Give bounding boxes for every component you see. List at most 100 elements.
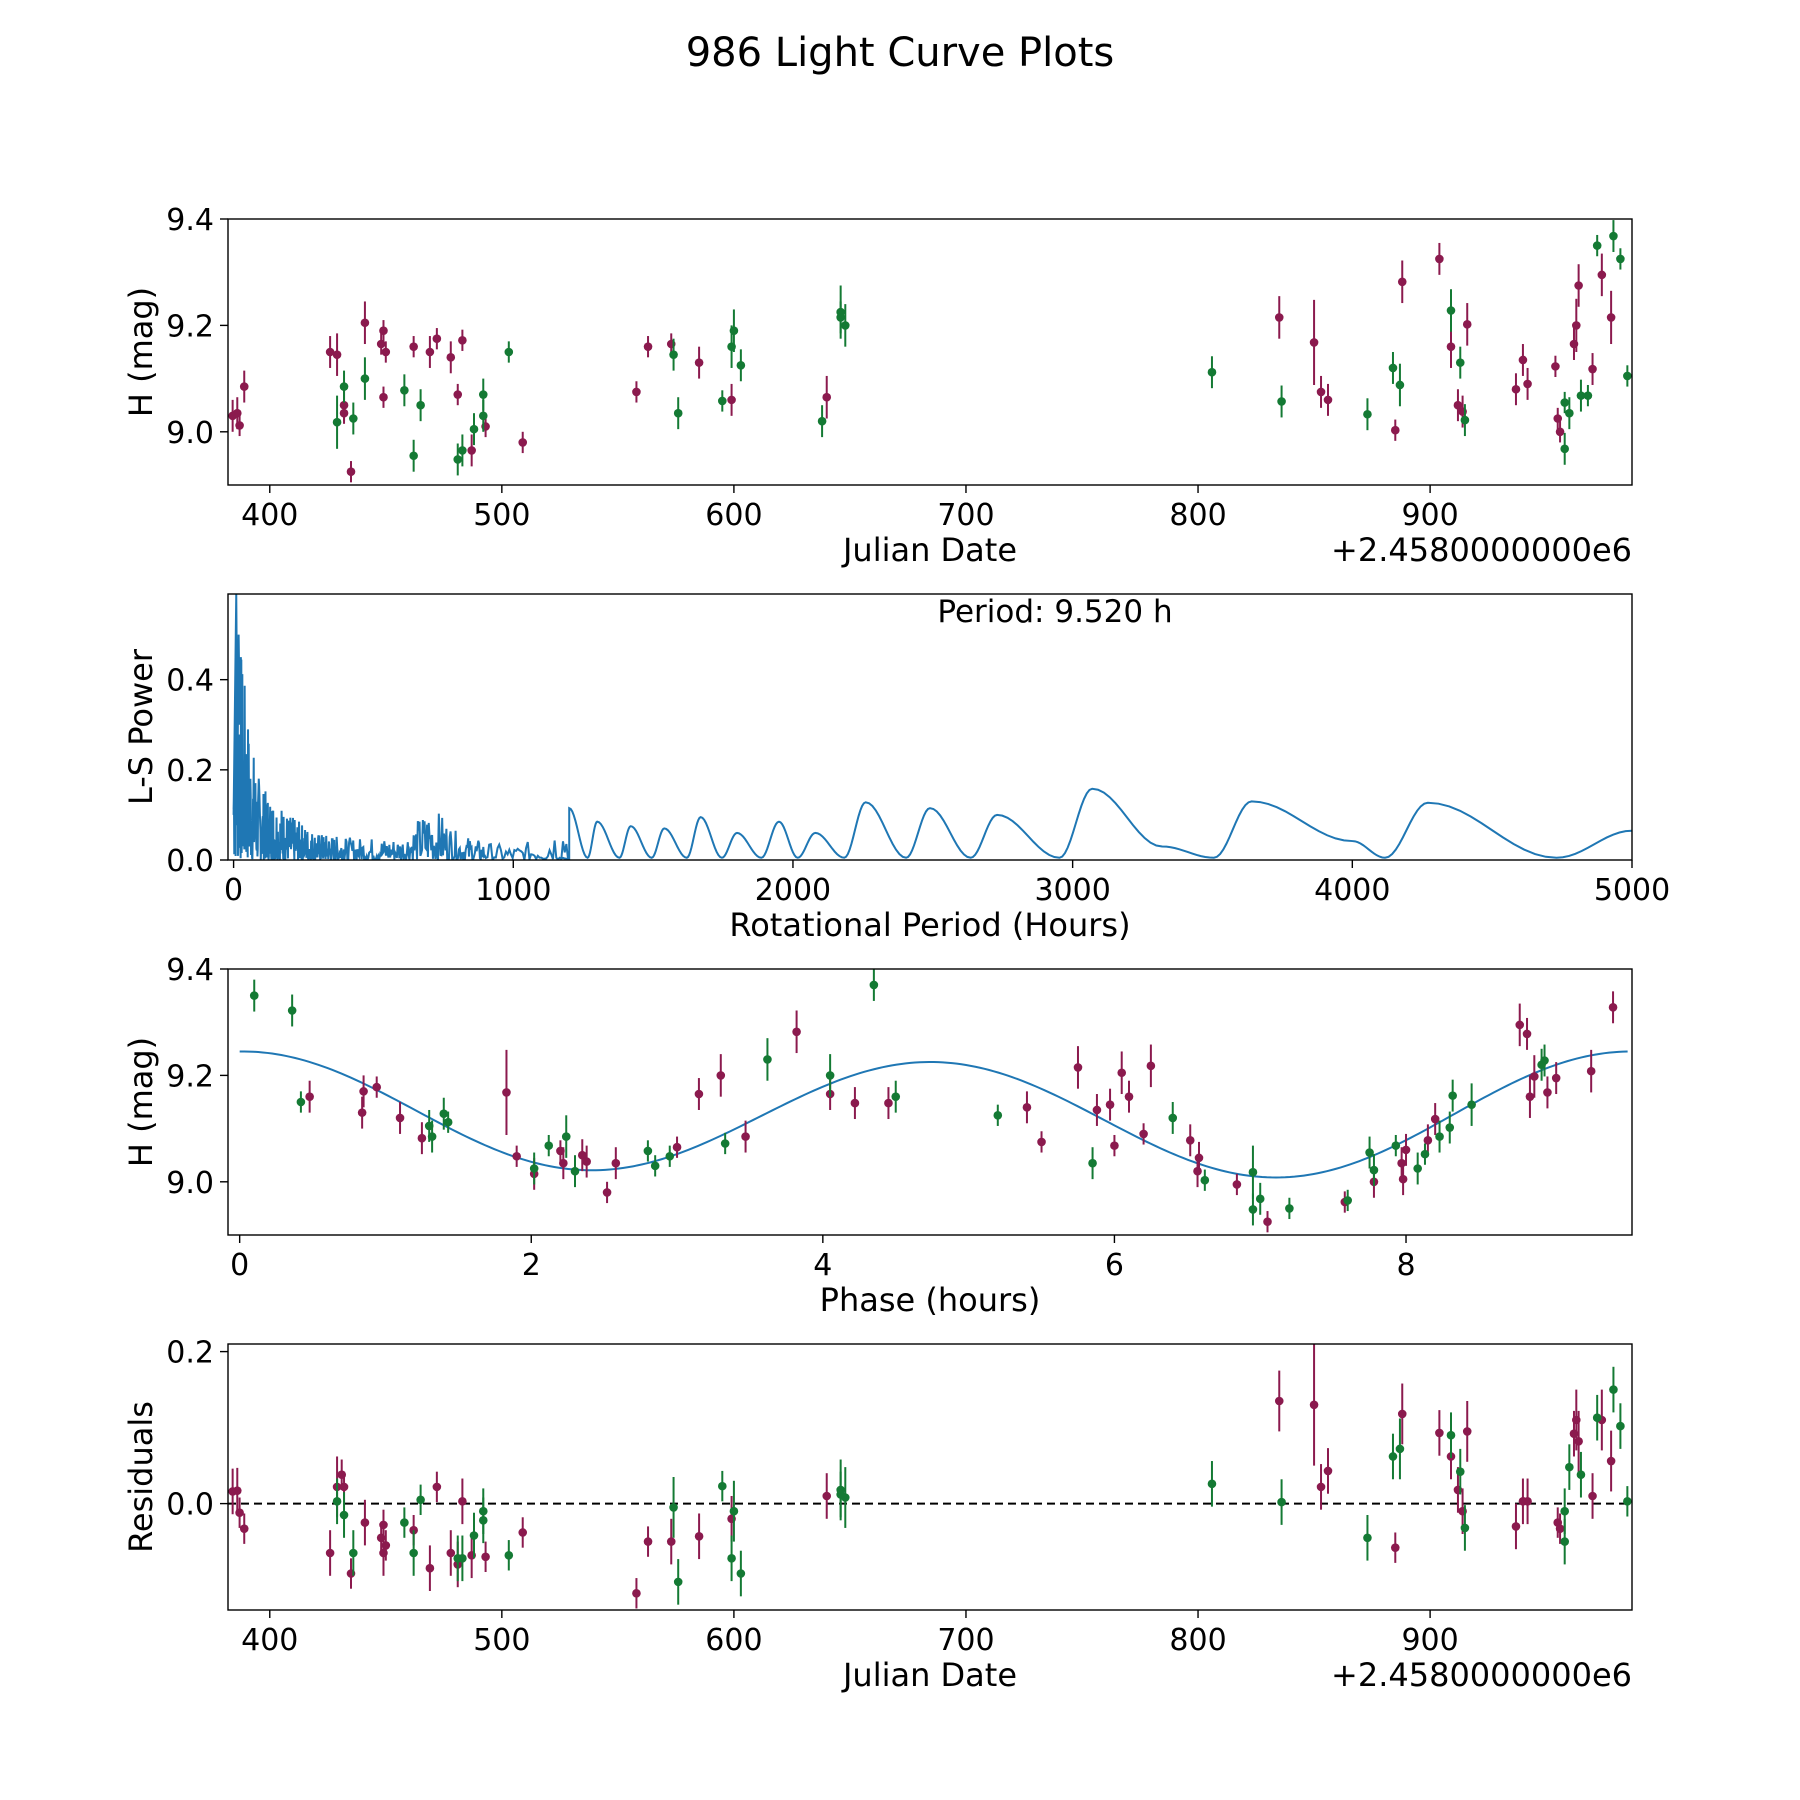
data-point <box>360 1518 370 1527</box>
x-tick-label: 400 <box>241 1623 298 1658</box>
data-point <box>469 424 479 434</box>
data-point <box>379 326 388 336</box>
data-point <box>1586 1066 1596 1076</box>
data-point <box>1460 1523 1470 1533</box>
data-point <box>1525 1092 1535 1101</box>
x-tick-label: 2000 <box>755 873 831 908</box>
data-point <box>458 446 467 455</box>
data-point <box>376 339 386 349</box>
data-point <box>602 1188 612 1197</box>
data-point <box>869 980 879 990</box>
data-point <box>694 1089 704 1099</box>
data-point <box>1467 1100 1476 1109</box>
y-axis-label: H (mag) <box>122 287 160 417</box>
data-point <box>1515 1020 1525 1030</box>
x-axis-label: Phase (hours) <box>820 1281 1041 1319</box>
data-point <box>718 396 727 406</box>
data-point <box>1606 1456 1616 1466</box>
data-point <box>1460 415 1470 425</box>
data-point <box>235 421 244 430</box>
data-point <box>235 1508 244 1518</box>
data-point <box>360 374 370 383</box>
data-point <box>529 1164 539 1173</box>
data-point <box>1397 1409 1407 1419</box>
data-point <box>825 1071 835 1080</box>
data-point <box>287 1006 297 1015</box>
data-point <box>239 382 249 391</box>
data-point <box>381 1541 391 1550</box>
data-point <box>792 1027 801 1037</box>
data-point <box>1560 444 1570 454</box>
data-point <box>1200 1175 1210 1185</box>
data-point <box>1274 1396 1284 1406</box>
data-point <box>1423 1136 1433 1145</box>
data-point <box>836 313 845 322</box>
data-point <box>570 1166 580 1176</box>
data-point <box>518 438 528 447</box>
data-point <box>1597 270 1607 280</box>
data-point <box>1398 1174 1408 1184</box>
data-point <box>1397 277 1407 287</box>
data-point <box>694 358 704 367</box>
data-point <box>1194 1153 1204 1163</box>
x-tick-label: 2 <box>522 1248 541 1283</box>
data-point <box>643 342 653 351</box>
data-point <box>1555 427 1565 437</box>
y-axis-label: Residuals <box>122 1401 160 1553</box>
data-point <box>1565 1462 1574 1472</box>
axes-frame <box>227 593 1633 861</box>
figure-title: 986 Light Curve Plots <box>686 30 1115 76</box>
data-point <box>453 390 463 399</box>
series-filter_a <box>228 242 1616 483</box>
periodogram-panel: 0 1000 2000 3000 4000 5000 0.0 0.2 0.4 Rotational… <box>122 593 1670 944</box>
data-point <box>332 1497 342 1506</box>
data-point <box>884 1098 893 1108</box>
data-point <box>1572 321 1581 330</box>
data-point <box>339 382 349 391</box>
data-point <box>504 1550 514 1560</box>
data-point <box>425 347 435 357</box>
data-point <box>1576 1470 1586 1480</box>
y-tick-label: 9.2 <box>166 309 214 344</box>
x-tick-label: 0 <box>224 873 243 908</box>
data-point <box>1523 1497 1532 1506</box>
data-point <box>1543 1088 1552 1097</box>
data-point <box>1511 384 1521 394</box>
data-point <box>481 1552 490 1562</box>
data-point <box>409 451 418 461</box>
data-point <box>850 1098 860 1108</box>
data-point <box>409 1548 418 1558</box>
data-point <box>1522 1029 1532 1039</box>
data-point <box>458 1554 467 1563</box>
data-point <box>1455 358 1465 367</box>
x-tick-label: 600 <box>705 1623 762 1658</box>
data-point <box>1365 1148 1374 1157</box>
x-tick-label: 500 <box>473 1623 530 1658</box>
data-point <box>1588 1491 1597 1501</box>
data-point <box>432 334 442 344</box>
y-tick-label: 0.2 <box>166 1336 214 1371</box>
data-point <box>416 400 425 410</box>
data-point <box>559 1158 568 1168</box>
data-point <box>417 1133 427 1143</box>
plot-area <box>228 1344 1632 1609</box>
y-axis-label: H (mag) <box>122 1037 160 1167</box>
data-point <box>1523 379 1532 389</box>
x-tick-label: 3000 <box>1034 873 1110 908</box>
data-point <box>822 1491 832 1501</box>
data-point <box>1092 1105 1102 1115</box>
x-axis-label: Julian Date <box>841 1656 1017 1694</box>
x-tick-label: 8 <box>1396 1248 1415 1283</box>
data-point <box>1420 1149 1430 1159</box>
period-annotation: Period: 9.520 h <box>937 594 1172 630</box>
data-point <box>325 347 335 357</box>
x-tick-label: 4 <box>813 1248 832 1283</box>
data-point <box>720 1139 730 1148</box>
data-point <box>1391 1141 1401 1150</box>
data-point <box>381 347 391 357</box>
data-point <box>1565 408 1574 418</box>
data-point <box>478 390 488 399</box>
data-point <box>1435 254 1444 264</box>
y-tick-label: 0.0 <box>166 844 214 879</box>
data-point <box>729 326 739 336</box>
